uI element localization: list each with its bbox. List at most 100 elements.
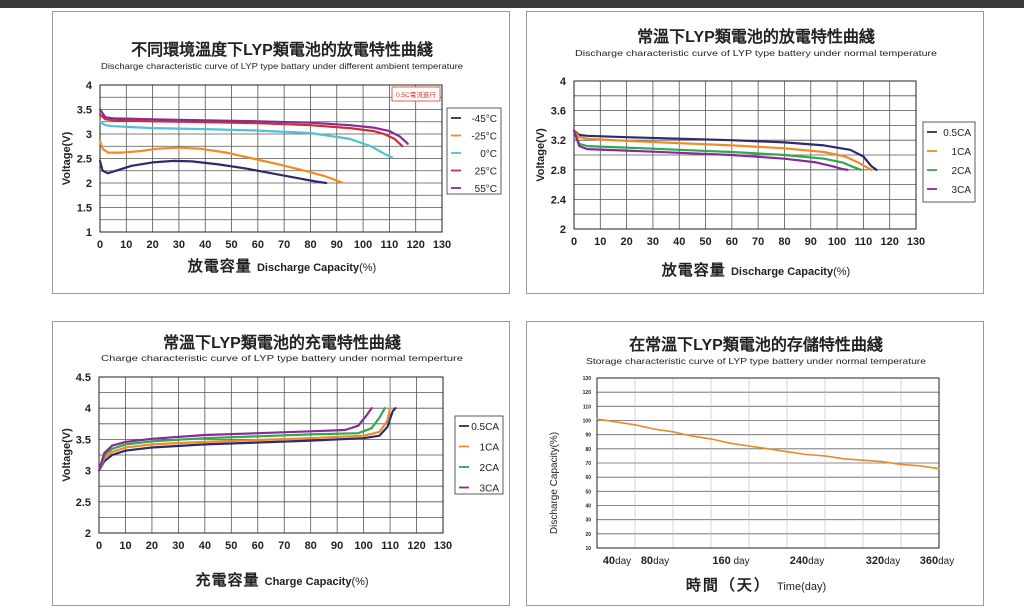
y-axis-label: Discharge Capacity(%) [549,432,560,534]
x-tick-label: 120 [407,540,425,552]
x-tick-label: 30 [172,540,184,552]
y-tick-label: 130 [583,376,592,382]
chart-title: 在常溫下LYP類電池的存儲特性曲綫 [629,335,883,354]
x-tick-label: 80 [778,236,790,248]
y-tick-label: 2.8 [551,165,566,177]
x-tick-label: 110 [855,236,873,248]
y-tick-label: 40 [585,504,591,510]
x-tick-label: 10 [120,239,132,251]
x-tick-label: 130 [434,540,452,552]
y-tick-label: 70 [585,461,591,467]
y-tick-label: 4 [560,76,567,88]
x-tick-label: 110 [381,540,399,552]
y-tick-label: 80 [585,447,591,453]
y-tick-label: 2.4 [551,194,567,206]
x-tick-label: 30 [647,236,659,248]
x-tick-label: 60 [252,239,264,251]
series-line-2CA [97,407,386,472]
y-axis-label: Voltage(V) [61,131,73,185]
x-tick-label: 100 [354,239,372,251]
annotation-box [391,86,441,102]
chart-subtitle: Charge characteristic curve of LYP type … [101,353,463,363]
chart-title: 常溫下LYP類電池的放電特性曲綫 [637,27,875,46]
top-bar [0,0,1024,8]
y-tick-label: 3 [86,129,92,141]
chart-subtitle: Storage characteristic curve of LYP type… [586,356,926,366]
y-tick-label: 30 [585,518,591,524]
y-tick-label: 100 [583,419,592,425]
x-tick-label: 130 [907,236,925,248]
series-line-45C [98,159,328,185]
y-tick-label: 2 [85,528,91,540]
legend-label: 1CA [952,147,972,158]
x-tick-label: 120 [881,236,899,248]
x-tick-label: 10 [594,236,606,248]
y-tick-label: 4 [85,403,92,415]
y-tick-label: 1 [86,227,92,239]
x-tick-label: 90 [331,239,343,251]
y-tick-label: 120 [583,390,592,396]
chart-svg-discharge-temperature: 不同環境溫度下LYP類電池的放電特性曲綫 Discharge characteri… [61,40,502,275]
series-line-55C [98,108,409,145]
y-tick-label: 3 [85,466,91,478]
chart-panel-charge-normal: 常溫下LYP類電池的充電特性曲綫 Charge characteristic cu… [52,321,510,606]
x-tick-label: 110 [381,239,399,251]
x-tick-label: 20 [146,540,158,552]
series-line-3CA [97,407,373,472]
chart-panel-storage: 在常溫下LYP類電池的存儲特性曲綫 Storage characteristic … [526,321,984,606]
x-tick-label: 90 [805,236,817,248]
y-tick-label: 10 [585,546,591,552]
y-tick-label: 1.5 [77,203,92,215]
series-line-0C [98,120,394,159]
chart-svg-discharge-normal: 常溫下LYP類電池的放電特性曲綫 Discharge characteristic… [535,27,976,279]
legend-label: -25°C [471,132,497,143]
chart-grid [98,376,444,534]
legend-label: 0°C [480,149,497,160]
series-line-2CA [572,129,862,171]
chart-subtitle: Discharge characteristic curve of LYP ty… [101,61,463,71]
x-tick-label: 90 [331,540,343,552]
series-line-05CA [572,129,878,171]
series-line-05CA [97,407,397,472]
y-tick-label: 110 [583,404,591,410]
x-tick-label: 30 [173,239,185,251]
x-tick-label: 50 [225,239,237,251]
x-tick-label: 40 [199,540,211,552]
y-tick-label: 60 [585,475,591,481]
legend-box [446,107,502,195]
x-tick-label: 40 [199,239,211,251]
x-tick-label: 70 [278,239,290,251]
legend-label: 3CA [952,185,972,196]
x-tick-label: 100 [828,236,846,248]
x-tick-label: 20 [620,236,632,248]
x-axis-label: 時間（天） Time(day) [686,576,826,594]
x-tick-label: 100 [354,540,372,552]
series-line-25C [98,113,404,148]
x-tick-label: 0 [96,540,102,552]
x-axis-label: 放電容量 Discharge Capacity(%) [661,261,850,279]
plot-frame [596,377,940,549]
y-tick-label: 2 [86,178,92,190]
y-axis-label: Voltage(V) [61,428,73,482]
annotation-label: 0.5C電流進行 [396,90,436,99]
legend-label: 3CA [480,484,500,495]
y-tick-label: 50 [585,489,591,495]
x-tick-label: 10 [119,540,131,552]
x-tick-label: 120 [407,239,425,251]
legend-label: 2CA [480,463,500,474]
x-axis-label: 放電容量 Discharge Capacity(%) [187,257,376,275]
y-tick-label: 2 [560,224,566,236]
x-tick-label: 40 [673,236,685,248]
y-tick-label: 2.5 [76,497,91,509]
x-tick-label: 0 [571,236,577,248]
chart-panel-discharge-normal: 常溫下LYP類電池的放電特性曲綫 Discharge characteristic… [526,11,984,294]
series-line-storage [596,418,940,470]
x-tick-label: 160 day [712,555,749,567]
chart-title: 常溫下LYP類電池的充電特性曲綫 [163,333,401,352]
legend-label: 2CA [952,166,972,177]
plot-frame [99,84,443,233]
x-tick-label: 40day [603,555,631,567]
legend-label: 0.5CA [943,128,971,139]
x-tick-label: 240day [790,555,824,567]
